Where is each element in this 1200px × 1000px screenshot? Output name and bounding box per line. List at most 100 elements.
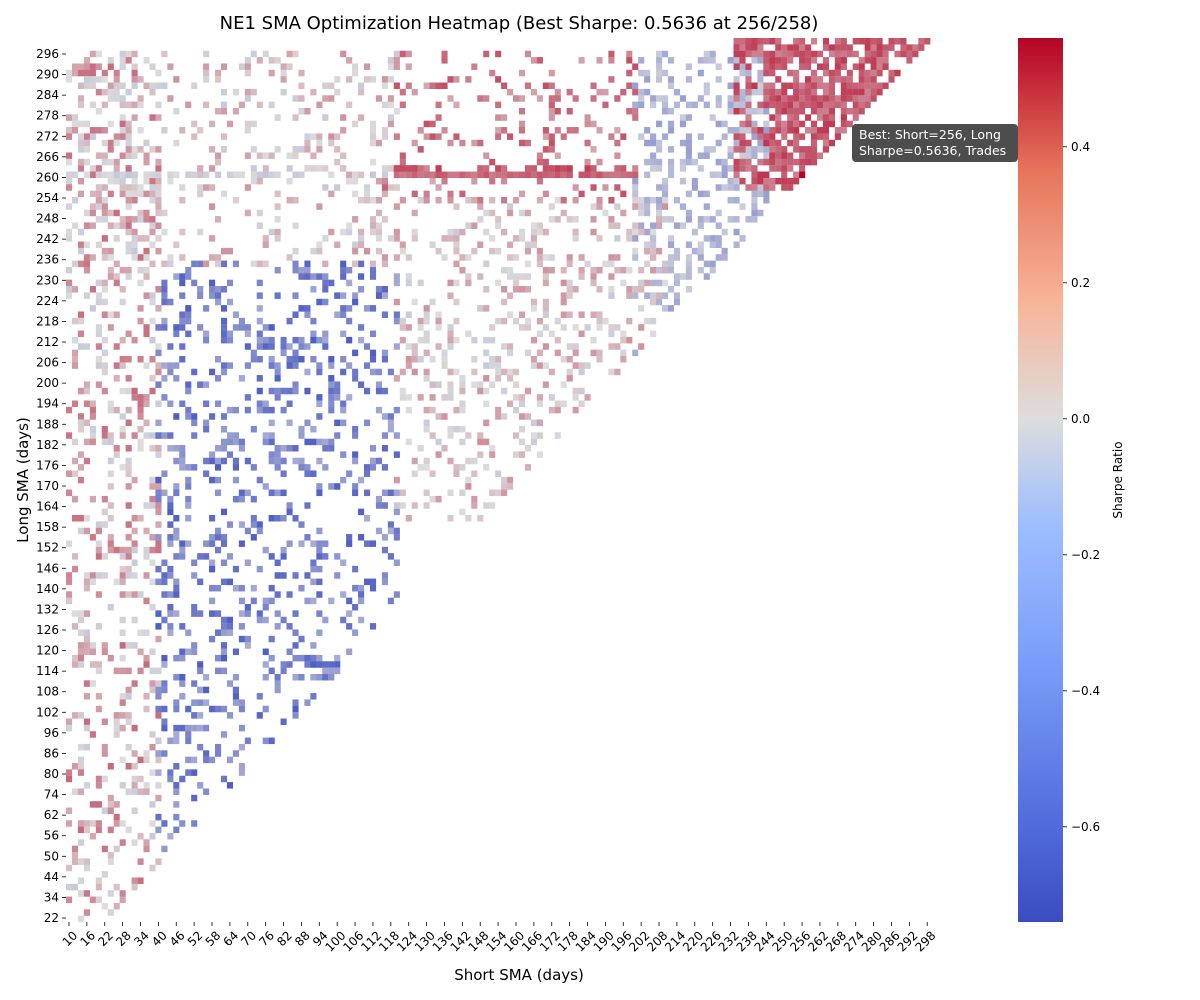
heatmap-cell xyxy=(882,50,889,58)
heatmap-cell xyxy=(858,88,865,96)
heatmap-cell xyxy=(89,731,96,738)
heatmap-cell xyxy=(477,451,484,458)
heatmap-cell xyxy=(387,597,394,605)
heatmap-cell xyxy=(608,286,615,293)
heatmap-cell xyxy=(358,324,365,331)
heatmap-cell xyxy=(149,196,156,204)
heatmap-cell xyxy=(125,502,132,509)
heatmap-cell xyxy=(334,146,341,153)
heatmap-cell xyxy=(751,209,758,217)
heatmap-cell xyxy=(256,476,263,484)
heatmap-cell xyxy=(638,286,645,293)
heatmap-cell xyxy=(572,235,579,242)
heatmap-cell xyxy=(226,680,234,687)
heatmap-cell xyxy=(495,317,502,325)
heatmap-cell xyxy=(292,629,299,636)
heatmap-cell xyxy=(107,247,114,255)
heatmap-cell xyxy=(155,196,162,204)
heatmap-cell xyxy=(870,57,877,64)
heatmap-cell xyxy=(244,324,251,331)
heatmap-cell xyxy=(101,184,108,191)
heatmap-cell xyxy=(417,336,424,344)
heatmap-cell xyxy=(423,489,430,497)
heatmap-cell xyxy=(811,133,818,140)
heatmap-cell xyxy=(429,120,436,128)
heatmap-cell xyxy=(834,101,841,109)
heatmap-cell xyxy=(256,336,263,344)
heatmap-cell xyxy=(685,76,692,83)
heatmap-cell xyxy=(143,171,150,179)
heatmap-cell xyxy=(137,413,144,420)
heatmap-cell xyxy=(489,177,496,185)
heatmap-cell xyxy=(119,629,126,636)
heatmap-cell xyxy=(530,57,537,64)
heatmap-cell xyxy=(381,190,388,198)
heatmap-cell xyxy=(381,76,388,83)
heatmap-cell xyxy=(411,228,418,236)
heatmap-cell xyxy=(757,190,764,198)
heatmap-cell xyxy=(256,279,263,287)
heatmap-cell xyxy=(77,476,85,484)
heatmap-cell xyxy=(71,553,79,560)
y-tick-label: 176 xyxy=(36,458,59,472)
heatmap-cell xyxy=(352,190,359,198)
heatmap-cell xyxy=(566,375,573,382)
heatmap-cell xyxy=(268,584,275,592)
heatmap-cell xyxy=(83,635,90,643)
heatmap-cell xyxy=(483,464,490,471)
heatmap-cell xyxy=(375,292,383,299)
heatmap-cell xyxy=(155,686,162,694)
heatmap-cell xyxy=(226,406,234,414)
heatmap-cell xyxy=(274,591,281,598)
heatmap-cell xyxy=(95,196,102,204)
heatmap-cell xyxy=(107,146,114,153)
heatmap-cell xyxy=(435,82,442,90)
heatmap-cell xyxy=(387,165,394,172)
heatmap-cell xyxy=(149,88,156,96)
heatmap-cell xyxy=(203,686,210,694)
heatmap-cell xyxy=(310,470,317,477)
heatmap-cell xyxy=(709,114,716,121)
heatmap-cell xyxy=(441,355,448,363)
heatmap-cell xyxy=(352,298,359,306)
heatmap-cell xyxy=(125,196,132,204)
heatmap-cell xyxy=(83,610,90,617)
heatmap-cell xyxy=(298,464,305,471)
heatmap-cell xyxy=(542,266,549,274)
heatmap-cell xyxy=(119,177,126,185)
heatmap-cell xyxy=(435,438,442,446)
heatmap-cell xyxy=(429,432,436,439)
heatmap-cell xyxy=(447,336,454,344)
heatmap-cell xyxy=(471,368,478,376)
heatmap-cell xyxy=(226,120,234,128)
heatmap-cell xyxy=(507,266,514,274)
heatmap-cell xyxy=(775,165,782,172)
heatmap-cell xyxy=(465,483,472,490)
heatmap-cell xyxy=(685,209,692,217)
heatmap-cell xyxy=(238,699,245,706)
y-tick-label: 102 xyxy=(36,705,59,719)
heatmap-cell xyxy=(650,279,657,287)
heatmap-cell xyxy=(656,196,663,204)
heatmap-cell xyxy=(715,120,722,128)
heatmap-cell xyxy=(626,228,633,236)
heatmap-cell xyxy=(328,483,335,490)
heatmap-cell xyxy=(381,254,388,261)
heatmap-cell xyxy=(83,133,90,140)
heatmap-cell xyxy=(787,57,794,64)
heatmap-cell xyxy=(137,425,144,433)
heatmap-cell xyxy=(632,88,639,96)
heatmap-cell xyxy=(709,216,716,223)
heatmap-cell xyxy=(423,165,430,172)
heatmap-cell xyxy=(179,400,186,408)
heatmap-cell xyxy=(316,629,323,636)
heatmap-cell xyxy=(739,146,746,153)
heatmap-cell xyxy=(179,623,186,630)
heatmap-cell xyxy=(364,247,371,255)
heatmap-cell xyxy=(662,266,669,274)
heatmap-cell xyxy=(453,470,460,477)
heatmap-cell xyxy=(244,457,251,465)
heatmap-cell xyxy=(310,565,317,573)
heatmap-cell xyxy=(352,292,359,299)
colorbar-tick-label: −0.6 xyxy=(1071,820,1100,834)
